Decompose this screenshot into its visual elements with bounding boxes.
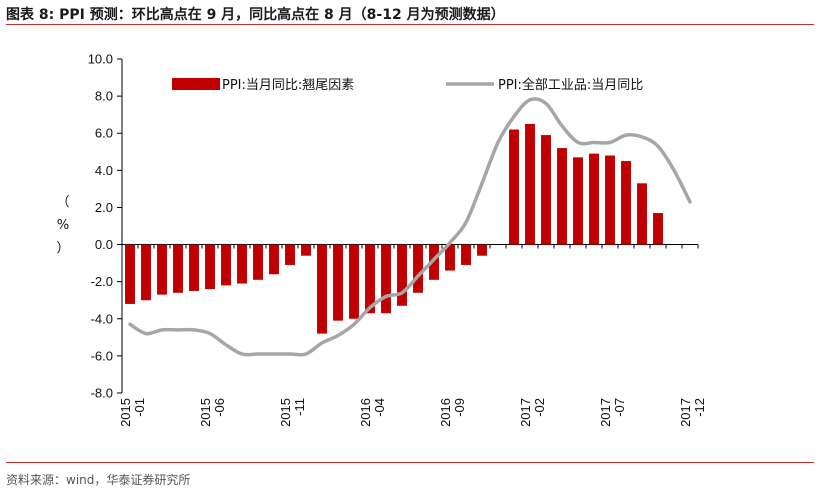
- x-tick-label: 2017 -12: [678, 398, 707, 427]
- x-tick-year: 2016: [358, 398, 373, 427]
- bar-2017-01: [509, 129, 519, 245]
- x-tick-label: 2016 -09: [438, 398, 467, 427]
- x-tick-month: -02: [532, 398, 547, 417]
- x-tick-year: 2015: [118, 398, 133, 427]
- bar-2016-11: [477, 244, 487, 256]
- legend-bar-label: PPI:当月同比:翘尾因素: [222, 78, 354, 93]
- bar-2016-04: [365, 244, 375, 314]
- bar-2016-10: [461, 244, 471, 265]
- x-tick-year: 2017: [678, 398, 693, 427]
- bar-2017-07: [605, 155, 615, 245]
- y-tick-label: -4.0: [91, 311, 113, 326]
- line-series-layer: [128, 97, 692, 357]
- x-tick-label: 2017 -02: [518, 398, 547, 427]
- x-tick-label: 2017 -07: [598, 398, 627, 427]
- y-tick-label: 0.0: [95, 237, 113, 252]
- bar-2017-03: [541, 135, 551, 245]
- x-tick-month: -01: [132, 398, 147, 417]
- bar-2017-08: [621, 161, 631, 245]
- y-tick-label: 10.0: [88, 52, 113, 67]
- bar-2016-02: [333, 244, 343, 321]
- bar-2015-02: [141, 244, 151, 301]
- y-tick-label: -6.0: [91, 348, 113, 363]
- bar-2015-01: [125, 244, 135, 304]
- title-underline: [6, 24, 814, 25]
- bar-2017-02: [525, 123, 535, 245]
- axes-layer: [117, 58, 699, 394]
- x-tick-year: 2017: [518, 398, 533, 427]
- x-tick-year: 2016: [438, 398, 453, 427]
- y-tick-label: 4.0: [95, 163, 113, 178]
- svg-text:%: %: [57, 218, 69, 233]
- bar-2015-03: [157, 244, 167, 295]
- bar-2015-10: [269, 244, 279, 275]
- bar-2016-03: [349, 244, 359, 319]
- y-tick-label: 2.0: [95, 200, 113, 215]
- bar-2015-12: [301, 244, 311, 256]
- y-tick-label: -8.0: [91, 386, 113, 401]
- line-ppi-all-industrial: [128, 97, 692, 357]
- y-tick-label: 6.0: [95, 126, 113, 141]
- bar-2016-09: [445, 244, 455, 271]
- bar-2017-05: [573, 157, 583, 245]
- bar-2017-09: [637, 183, 647, 245]
- bar-series-layer: [125, 123, 663, 334]
- source-note: 资料来源：wind，华泰证券研究所: [6, 473, 191, 487]
- bar-2016-05: [381, 244, 391, 314]
- bar-2017-06: [589, 153, 599, 245]
- tick-labels-layer: -8.0-6.0-4.0-2.00.02.04.06.08.010.02015-…: [88, 52, 707, 427]
- x-tick-month: -04: [372, 398, 387, 417]
- bar-2016-06: [397, 244, 407, 306]
- source-divider: [6, 462, 814, 463]
- y-tick-label: 8.0: [95, 89, 113, 104]
- x-tick-year: 2015: [278, 398, 293, 427]
- y-tick-label: -2.0: [91, 274, 113, 289]
- svg-text:（: （: [56, 195, 69, 210]
- x-tick-label: 2015 -01: [118, 398, 147, 427]
- x-tick-year: 2015: [198, 398, 213, 427]
- bar-2015-07: [221, 244, 231, 286]
- x-tick-month: -07: [612, 398, 627, 417]
- bar-2015-04: [173, 244, 183, 293]
- x-tick-month: -12: [692, 398, 707, 417]
- bar-2015-06: [205, 244, 215, 290]
- x-tick-month: -06: [212, 398, 227, 417]
- x-tick-month: -09: [452, 398, 467, 417]
- bar-2015-09: [253, 244, 263, 280]
- x-tick-month: -11: [292, 398, 307, 416]
- legend-bar-swatch: [172, 78, 220, 90]
- bar-2016-01: [317, 244, 327, 334]
- y-axis-unit: （ % ）: [56, 195, 69, 256]
- x-tick-label: 2016 -04: [358, 398, 387, 427]
- bar-2016-07: [413, 244, 423, 293]
- legend: PPI:当月同比:翘尾因素 PPI:全部工业品:当月同比: [172, 77, 643, 93]
- bar-2015-08: [237, 244, 247, 284]
- bar-2015-05: [189, 244, 199, 291]
- bar-2016-08: [429, 244, 439, 280]
- x-tick-label: 2015 -11: [278, 398, 307, 427]
- bar-2017-04: [557, 148, 567, 245]
- x-tick-year: 2017: [598, 398, 613, 427]
- svg-text:）: ）: [56, 241, 69, 256]
- chart-title: 图表 8: PPI 预测：环比高点在 9 月，同比高点在 8 月（8-12 月为…: [6, 7, 505, 23]
- bar-2017-10: [653, 213, 663, 245]
- bar-2015-11: [285, 244, 295, 265]
- x-tick-label: 2015 -06: [198, 398, 227, 427]
- legend-line-label: PPI:全部工业品:当月同比: [498, 77, 643, 93]
